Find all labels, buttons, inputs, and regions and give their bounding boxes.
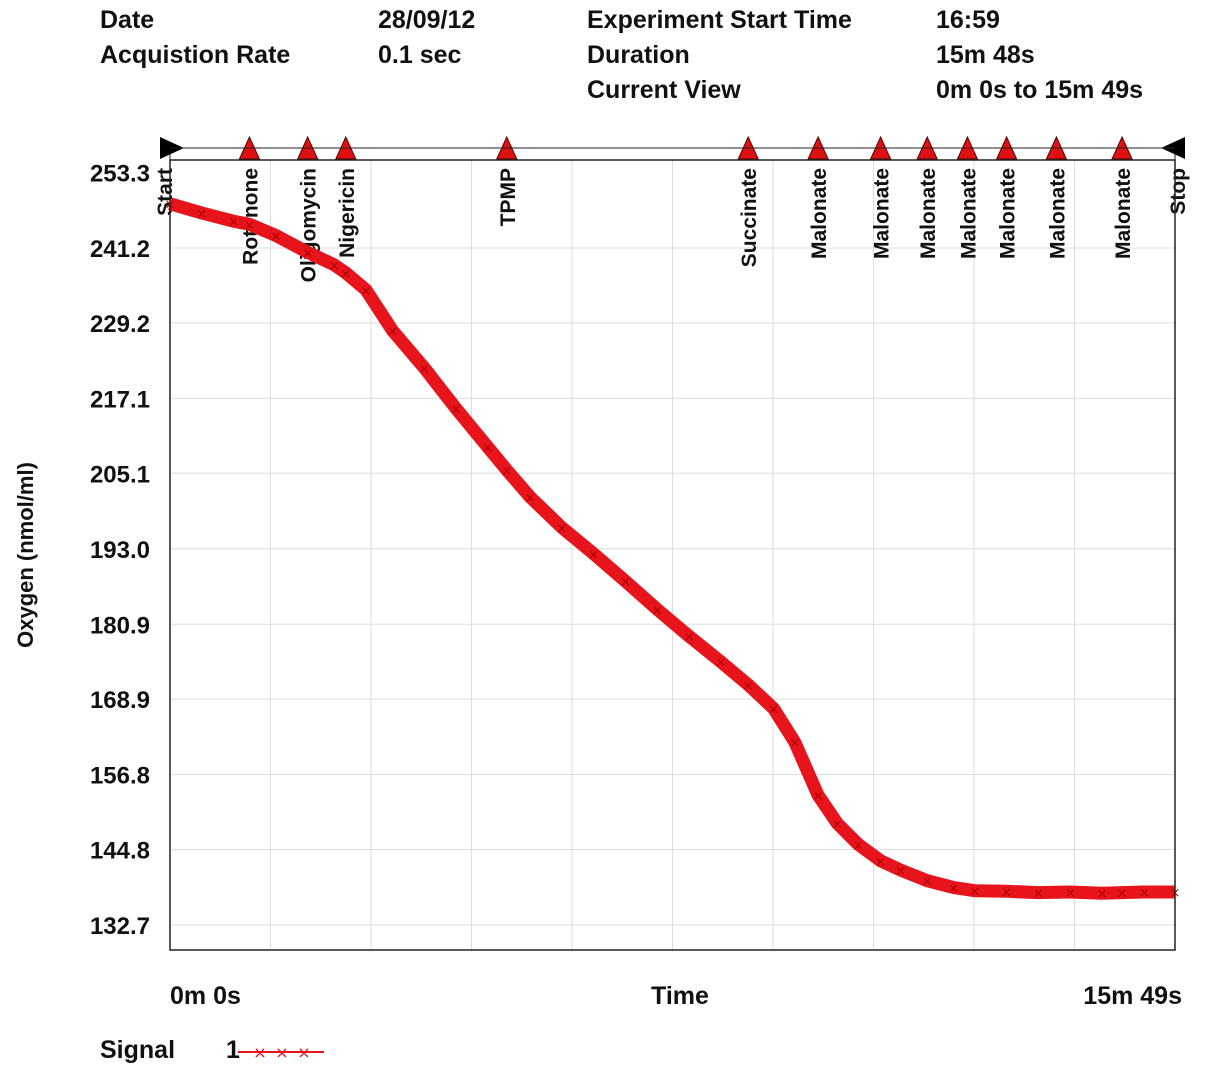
event-label: Stop	[1167, 168, 1190, 215]
date-label: Date	[100, 6, 155, 34]
y-tick-label: 205.1	[90, 461, 150, 488]
signal-point: ×	[948, 882, 959, 897]
signal-point: ×	[588, 548, 599, 563]
signal-point: ×	[244, 218, 255, 233]
signal-point: ×	[875, 855, 886, 870]
signal-point: ×	[302, 246, 313, 261]
event-label: Succinate	[738, 168, 761, 267]
event-marker-malonate: Malonate	[916, 135, 940, 259]
signal-point: ×	[683, 630, 694, 645]
event-label: Rotenone	[239, 168, 262, 265]
event-label: Malonate	[957, 168, 980, 259]
event-marker-malonate: Malonate	[1045, 135, 1069, 259]
event-marker-rotenone: Rotenone	[238, 135, 262, 265]
acquisition-rate-value: 0.1 sec	[378, 41, 462, 69]
legend-series-number: 1	[226, 1036, 240, 1064]
y-tick-label: 241.2	[90, 236, 150, 263]
signal-point: ×	[715, 656, 726, 671]
signal-point: ×	[620, 575, 631, 590]
current-view-value: 0m 0s to 15m 49s	[936, 76, 1144, 104]
y-tick-label: 132.7	[90, 913, 150, 940]
event-marker-malonate: Malonate	[1111, 135, 1135, 259]
event-label: Malonate	[1112, 168, 1135, 259]
event-marker-nigericin: Nigericin	[335, 135, 359, 258]
duration-value: 15m 48s	[936, 41, 1035, 69]
svg-text:×: ×	[253, 1043, 266, 1062]
signal-point: ×	[1139, 886, 1150, 901]
signal-point: ×	[1065, 886, 1076, 901]
signal-point: ×	[789, 736, 800, 751]
y-tick-label: 180.9	[90, 612, 150, 639]
signal-point: ×	[1001, 885, 1012, 900]
event-label: Oligomycin	[298, 168, 321, 282]
experiment-start-value: 16:59	[936, 6, 1000, 34]
signal-point: ×	[419, 362, 430, 377]
svg-text:×: ×	[275, 1043, 288, 1062]
y-tick-label: 156.8	[90, 763, 150, 790]
event-label: Malonate	[871, 168, 894, 259]
event-marker-malonate: Malonate	[995, 135, 1020, 259]
y-tick-label: 168.9	[90, 687, 150, 714]
signal-point: ×	[387, 324, 398, 339]
signal-point: ×	[482, 441, 493, 456]
event-label: Malonate	[808, 168, 831, 259]
event-label: TPMP	[497, 168, 520, 226]
signal-point: ×	[228, 215, 239, 230]
y-axis-label: Oxygen (nmol/ml)	[13, 462, 38, 648]
signal-point: ×	[329, 259, 340, 274]
x-tick-start: 0m 0s	[170, 982, 241, 1010]
signal-point: ×	[652, 603, 663, 618]
duration-label: Duration	[587, 41, 690, 69]
current-view-label: Current View	[587, 76, 741, 104]
signal-point: ×	[501, 464, 512, 479]
plot-frame	[169, 159, 1176, 951]
signal-series: ××× ××××××××××××××××××××××××××× × × × × × × × × ×	[165, 197, 1180, 902]
signal-point: ×	[556, 522, 567, 537]
event-label: Nigericin	[336, 168, 359, 258]
signal-point: ×	[1033, 887, 1044, 902]
x-axis-label: Time	[651, 982, 709, 1010]
event-label: Malonate	[1046, 168, 1069, 259]
signal-point: ×	[525, 491, 536, 506]
event-marker-malonate: Malonate	[869, 135, 894, 259]
signal-point: ×	[743, 679, 754, 694]
event-marker-malonate: Malonate	[956, 135, 980, 259]
legend-signal-swatch: × × ×	[238, 1043, 324, 1062]
signal-point: ×	[270, 230, 281, 245]
event-marker-malonate: Malonate	[807, 135, 831, 259]
signal-point: ×	[1096, 887, 1107, 902]
event-label: Malonate	[917, 168, 940, 259]
event-marker-succinate: Succinate	[737, 135, 761, 267]
event-markers: Start Rotenone Oligomycin Nigericin TPMP Succ…	[154, 135, 1190, 282]
y-tick-label: 193.0	[90, 537, 150, 564]
signal-point: ×	[853, 839, 864, 854]
x-tick-end: 15m 49s	[1083, 982, 1182, 1010]
svg-text:×: ×	[297, 1043, 310, 1062]
signal-point: ×	[1117, 887, 1128, 902]
signal-point: ×	[895, 864, 906, 879]
y-tick-label: 144.8	[90, 838, 150, 865]
event-label: Malonate	[997, 168, 1020, 259]
signal-point: ×	[813, 789, 824, 804]
signal-point: ×	[360, 284, 371, 299]
signal-point: ×	[768, 703, 779, 718]
legend-label: Signal	[100, 1036, 176, 1064]
signal-point: ×	[832, 817, 843, 832]
signal-point: ×	[340, 267, 351, 282]
signal-line	[168, 197, 1175, 900]
date-value: 28/09/12	[378, 6, 476, 34]
acquisition-rate-label: Acquistion Rate	[100, 41, 291, 69]
grid-lines	[170, 160, 1175, 950]
y-tick-label: 217.1	[90, 386, 150, 413]
event-marker-tpmp: TPMP	[495, 135, 520, 226]
experiment-start-label: Experiment Start Time	[587, 6, 852, 34]
y-tick-label: 229.2	[90, 311, 150, 338]
y-tick-label: 253.3	[90, 160, 150, 187]
signal-point: ×	[922, 875, 933, 890]
signal-point: ×	[969, 885, 980, 900]
signal-point: ×	[450, 402, 461, 417]
y-axis-ticks: 253.3 241.2 229.2 217.1 205.1 193.0 180.9 168.9…	[90, 160, 150, 940]
signal-point: ×	[196, 207, 207, 222]
